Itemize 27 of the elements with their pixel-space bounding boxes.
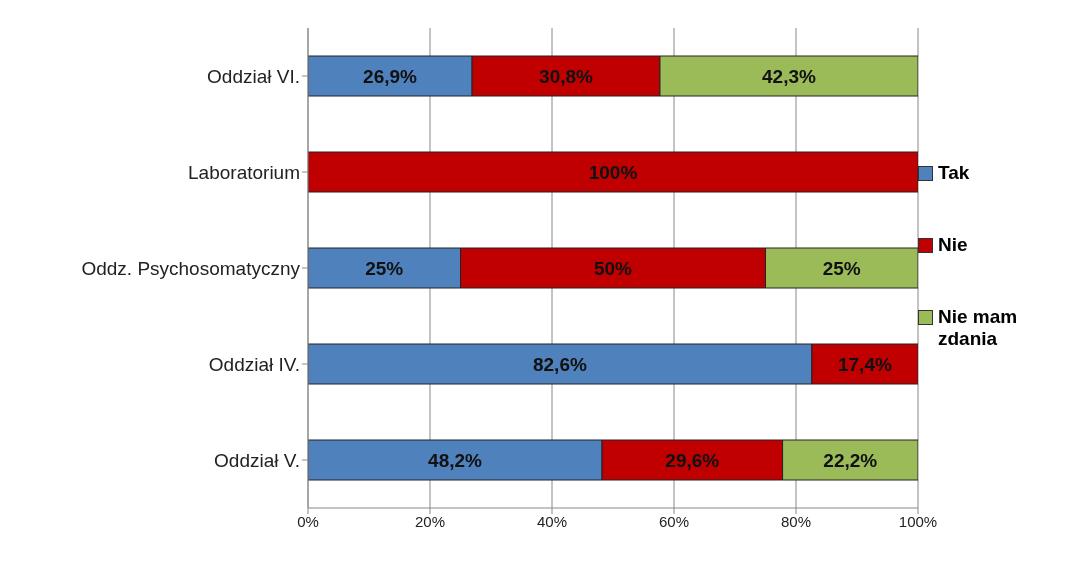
x-tick-label: 20% [414, 512, 446, 530]
y-tick-label: Oddział VI. [207, 65, 300, 87]
legend-label: Tak [938, 161, 970, 184]
data-label: 17,4% [837, 353, 892, 375]
data-label: 30,8% [539, 65, 594, 87]
data-label: 25% [365, 257, 404, 279]
y-tick-label: Laboratorium [188, 161, 300, 183]
data-label: 22,2% [823, 449, 878, 471]
y-tick-label: Oddział IV. [208, 353, 300, 375]
x-tick-label: 80% [780, 512, 812, 530]
legend-label: Nie mam zdania [938, 305, 1019, 350]
bar [308, 151, 918, 193]
y-tick-label: Oddz. Psychosomatyczny [81, 257, 301, 279]
legend-label: Nie [938, 233, 968, 256]
data-label: 100% [588, 161, 638, 183]
data-label: 48,2% [428, 449, 483, 471]
data-label: 50% [593, 257, 633, 279]
x-tick-label: 40% [536, 512, 568, 530]
data-label: 25% [822, 257, 861, 279]
data-label: 29,6% [665, 449, 720, 471]
data-label: 26,9% [363, 65, 418, 87]
data-label: 42,3% [762, 65, 817, 87]
data-label: 82,6% [532, 353, 587, 375]
x-tick-label: 60% [658, 512, 690, 530]
x-tick-label: 0% [297, 512, 319, 530]
y-tick-label: Oddział V. [214, 449, 300, 471]
x-tick-label: 100% [898, 512, 938, 530]
